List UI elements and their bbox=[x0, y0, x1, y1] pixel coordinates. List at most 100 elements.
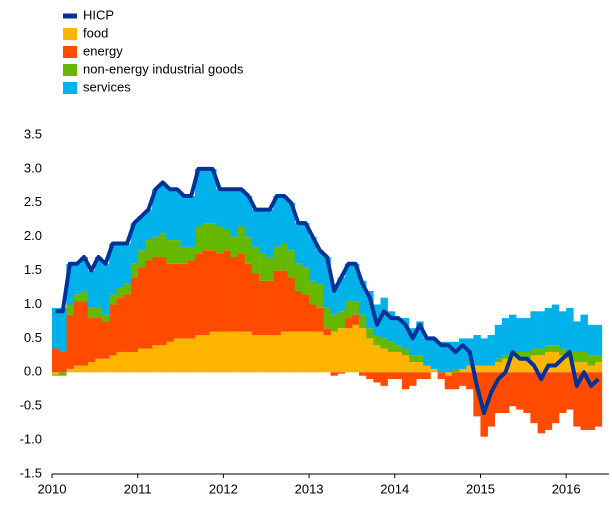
bar bbox=[394, 372, 403, 380]
bar bbox=[544, 345, 553, 352]
bar bbox=[544, 351, 553, 373]
bar bbox=[152, 345, 160, 373]
bar bbox=[551, 345, 560, 352]
bar bbox=[287, 250, 296, 278]
bar bbox=[280, 196, 288, 244]
bar bbox=[387, 351, 396, 373]
bar bbox=[459, 372, 467, 386]
bar bbox=[301, 331, 310, 373]
bar bbox=[101, 263, 110, 315]
bar bbox=[273, 196, 281, 247]
legend-label: food bbox=[83, 25, 108, 40]
bar bbox=[52, 307, 60, 349]
bar bbox=[152, 236, 160, 258]
bar bbox=[130, 351, 139, 373]
x-tick-label: 2013 bbox=[295, 481, 324, 496]
bar bbox=[130, 263, 139, 278]
bar bbox=[144, 240, 153, 261]
bar bbox=[337, 311, 346, 329]
legend-label: energy bbox=[83, 43, 123, 58]
bar bbox=[351, 301, 360, 315]
bar bbox=[487, 335, 496, 366]
bar bbox=[80, 301, 88, 366]
legend-swatch bbox=[63, 13, 77, 19]
bar bbox=[223, 250, 231, 332]
bar bbox=[87, 318, 96, 363]
bar bbox=[359, 314, 367, 329]
bar bbox=[451, 341, 460, 369]
bar bbox=[480, 365, 488, 373]
bar bbox=[187, 246, 196, 261]
bar bbox=[594, 362, 603, 373]
bar bbox=[366, 290, 374, 329]
bar bbox=[309, 331, 317, 373]
y-tick-label: 0.5 bbox=[24, 330, 42, 345]
bar bbox=[394, 351, 403, 373]
x-tick-label: 2016 bbox=[552, 481, 581, 496]
bar bbox=[580, 351, 588, 363]
bar bbox=[266, 280, 274, 336]
bar bbox=[244, 263, 253, 332]
bar bbox=[444, 372, 453, 376]
bar bbox=[309, 236, 317, 281]
bar bbox=[330, 372, 338, 376]
bar bbox=[387, 341, 396, 352]
y-tick-label: 1.5 bbox=[24, 262, 42, 277]
bar bbox=[209, 223, 217, 251]
bar bbox=[251, 335, 260, 373]
bar bbox=[344, 328, 353, 373]
bar bbox=[166, 189, 174, 241]
y-tick-label: 2.0 bbox=[24, 228, 42, 243]
bar bbox=[416, 355, 424, 363]
bar bbox=[351, 324, 360, 373]
bar bbox=[301, 294, 310, 332]
bar bbox=[152, 189, 160, 237]
bar bbox=[66, 263, 74, 305]
bar bbox=[573, 351, 581, 363]
bar bbox=[259, 253, 267, 281]
bar bbox=[244, 196, 253, 237]
bar bbox=[166, 240, 174, 264]
bar bbox=[359, 328, 367, 373]
bar bbox=[416, 362, 424, 373]
bar bbox=[230, 189, 238, 237]
bar bbox=[494, 324, 503, 359]
bar bbox=[487, 372, 496, 427]
bar bbox=[380, 372, 388, 386]
bar bbox=[351, 263, 360, 302]
bar bbox=[516, 358, 524, 373]
bar bbox=[287, 331, 296, 373]
bar bbox=[559, 311, 567, 349]
bar bbox=[180, 196, 188, 247]
bar bbox=[251, 246, 260, 274]
bar bbox=[409, 355, 417, 363]
bar bbox=[309, 304, 317, 332]
bar bbox=[380, 297, 388, 339]
bar bbox=[351, 314, 360, 325]
bar bbox=[266, 335, 274, 373]
legend-label: HICP bbox=[83, 7, 114, 22]
bar bbox=[159, 257, 167, 346]
bar bbox=[544, 307, 553, 346]
bar bbox=[59, 307, 67, 352]
bar bbox=[437, 341, 446, 373]
bar bbox=[537, 348, 546, 356]
bar bbox=[573, 321, 581, 352]
bar bbox=[87, 362, 96, 373]
bar bbox=[423, 338, 431, 366]
bar bbox=[337, 277, 346, 312]
bar bbox=[109, 243, 117, 295]
bar bbox=[494, 372, 503, 413]
bar bbox=[573, 362, 581, 373]
bar bbox=[459, 368, 467, 373]
bar bbox=[323, 257, 331, 308]
bar bbox=[294, 331, 303, 373]
bar bbox=[344, 318, 353, 329]
bar bbox=[587, 355, 596, 366]
bar bbox=[401, 318, 410, 349]
bar bbox=[280, 270, 288, 332]
bar bbox=[366, 338, 374, 373]
bar bbox=[223, 331, 231, 373]
bar bbox=[173, 263, 181, 339]
